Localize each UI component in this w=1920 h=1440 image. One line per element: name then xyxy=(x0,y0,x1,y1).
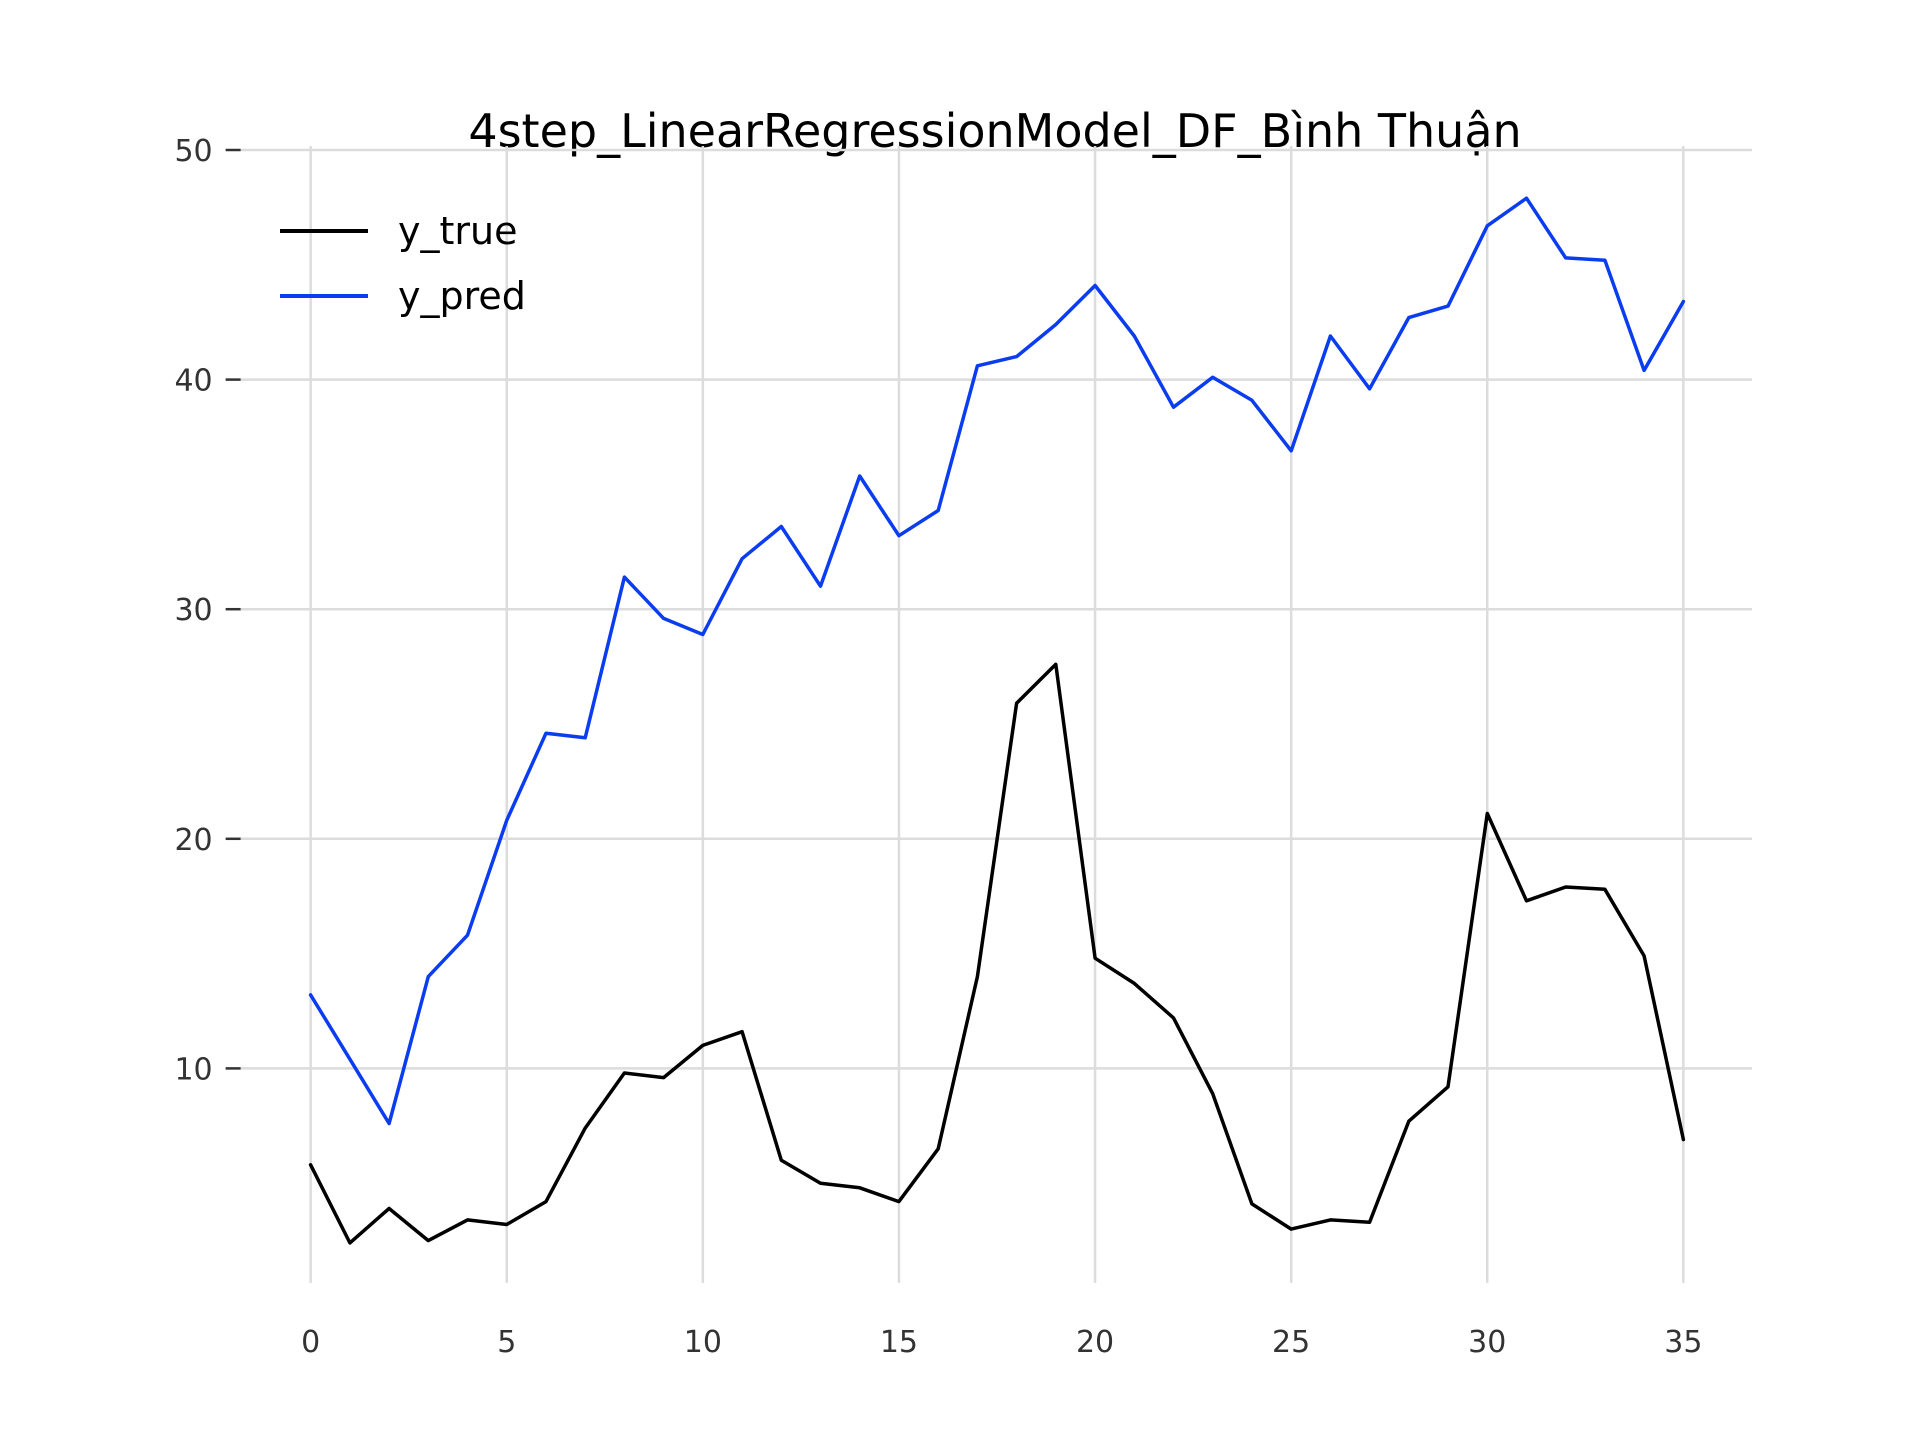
y-tick-label-20: 20 xyxy=(174,823,212,858)
y-tick-label-30: 30 xyxy=(174,593,212,628)
legend: y_true y_pred xyxy=(280,209,526,318)
x-tick-label-35: 35 xyxy=(1664,1325,1702,1360)
x-tick-label-5: 5 xyxy=(497,1325,516,1360)
axis-ticks: 0 5 10 15 20 25 30 35 10 20 30 40 50 xyxy=(174,134,1702,1360)
x-tick-label-30: 30 xyxy=(1468,1325,1506,1360)
y-tick-label-50: 50 xyxy=(174,134,212,169)
legend-label-y-pred: y_pred xyxy=(398,274,526,318)
x-tick-label-25: 25 xyxy=(1272,1325,1310,1360)
y-tick-label-10: 10 xyxy=(174,1052,212,1087)
y-tick-label-40: 40 xyxy=(174,364,212,399)
series-lines xyxy=(308,196,1686,1245)
x-tick-label-10: 10 xyxy=(684,1325,722,1360)
series-line-y-true xyxy=(308,662,1686,1245)
x-tick-label-0: 0 xyxy=(301,1325,320,1360)
legend-label-y-true: y_true xyxy=(398,209,517,253)
series-line-y-pred xyxy=(308,196,1686,1126)
x-tick-label-20: 20 xyxy=(1076,1325,1114,1360)
x-tick-label-15: 15 xyxy=(880,1325,918,1360)
